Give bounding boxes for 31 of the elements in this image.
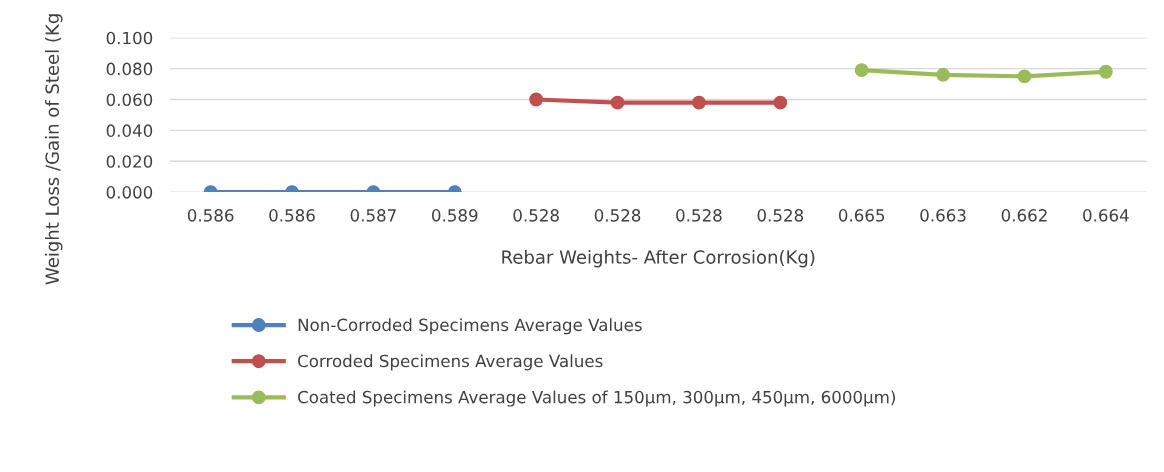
x-tick-label: 0.586 xyxy=(187,209,234,222)
point xyxy=(1098,64,1113,79)
y-tick-label: 0.060 xyxy=(106,93,153,107)
point xyxy=(936,67,951,82)
y-tick-label: 0.040 xyxy=(106,124,153,137)
point xyxy=(1017,69,1032,84)
x-tick-label: 0.528 xyxy=(594,209,641,222)
point xyxy=(854,63,869,78)
point xyxy=(691,95,706,110)
x-tick-label: 0.586 xyxy=(269,209,315,222)
legend-label: Coated Specimens Average Values of 150µm, 300µm, 450µm, 6000µm) xyxy=(298,390,895,407)
point xyxy=(529,92,544,107)
point xyxy=(773,95,788,110)
legend-label: Non-Corroded Specimens Average Values xyxy=(298,318,642,335)
x-tick-label: 0.589 xyxy=(432,209,478,222)
x-tick-label: 0.663 xyxy=(920,209,966,222)
y-axis-title: Weight Loss /Gain of Steel (Kg xyxy=(45,14,63,285)
x-tick-label: 0.665 xyxy=(838,209,885,222)
point xyxy=(610,95,625,110)
x-tick-label: 0.528 xyxy=(676,209,722,222)
y-tick-label: 0.100 xyxy=(106,31,153,45)
y-tick-label: 0.000 xyxy=(106,186,153,199)
y-tick-label: 0.080 xyxy=(106,62,153,76)
x-axis-title: Rebar Weights- After Corrosion(Kg) xyxy=(502,249,815,268)
legend-label: Corroded Specimens Average Values xyxy=(298,354,603,371)
x-tick-label: 0.664 xyxy=(1083,209,1129,222)
x-tick-label: 0.528 xyxy=(757,209,804,222)
x-tick-label: 0.528 xyxy=(513,209,559,222)
x-tick-label: 0.662 xyxy=(1001,209,1047,222)
y-tick-label: 0.020 xyxy=(106,155,153,168)
x-tick-label: 0.587 xyxy=(350,209,396,222)
